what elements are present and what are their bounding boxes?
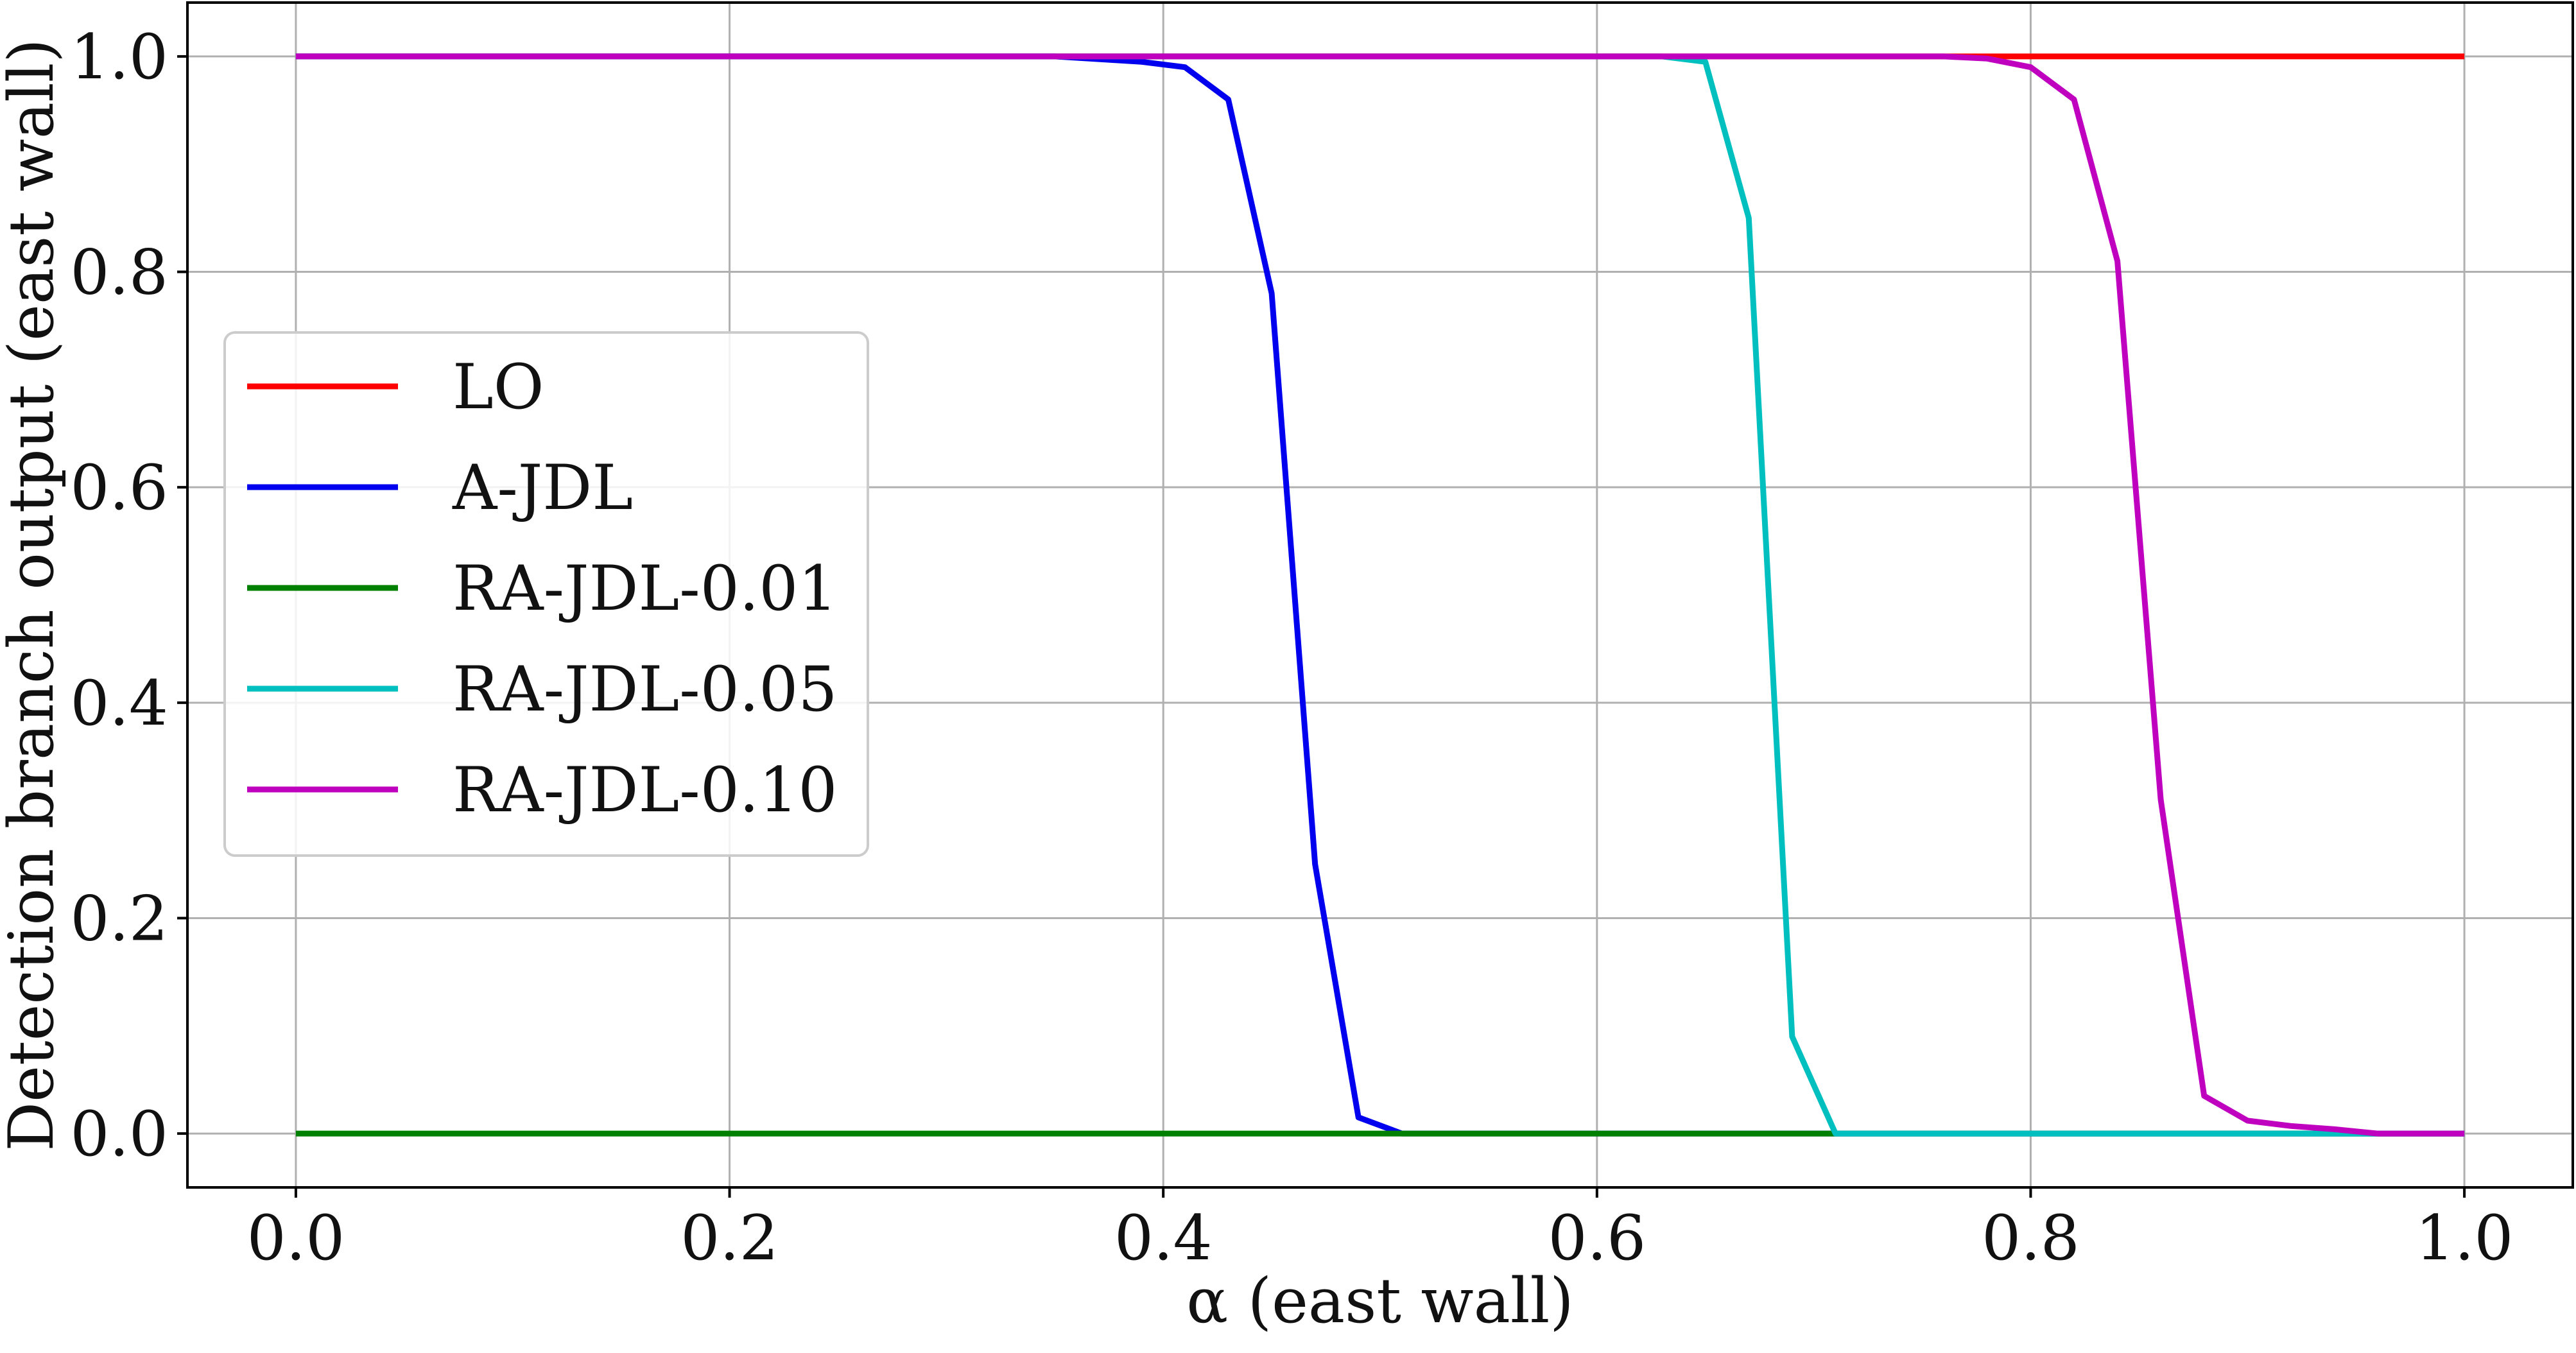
y-tick-label: 1.0 <box>70 21 168 93</box>
legend-label-ra-jdl-0-05: RA-JDL-0.05 <box>453 653 837 725</box>
series-lines <box>295 53 2465 1137</box>
x-tick-label: 0.8 <box>1982 1202 2080 1274</box>
legend-label-ra-jdl-0-10: RA-JDL-0.10 <box>453 754 837 826</box>
x-tick-label: 0.0 <box>247 1202 345 1274</box>
y-tick-label: 0.4 <box>70 668 168 739</box>
y-axis-label: Detection branch output (east wall) <box>0 39 67 1151</box>
legend-label-a-jdl: A-JDL <box>452 452 633 524</box>
series-line-ra-jdl-0-10 <box>295 53 2465 1137</box>
y-tick-label: 0.2 <box>70 883 168 954</box>
x-tick-label: 0.2 <box>680 1202 779 1274</box>
legend-items: LO A-JDL RA-JDL-0.01 RA-JDL-0.05 RA-JDL-0.10 <box>247 351 837 826</box>
legend-box <box>223 331 869 857</box>
axis-ticks: 0.0 0.2 0.4 0.6 0.8 1.0 0.0 0.2 0.4 0.6 0.8 1.0 <box>70 21 2513 1274</box>
y-tick-label: 0.8 <box>70 237 168 309</box>
x-tick-label: 0.4 <box>1114 1202 1213 1274</box>
y-tick-label: 0.6 <box>70 452 168 524</box>
legend-label-ra-jdl-0-01: RA-JDL-0.01 <box>453 553 837 625</box>
legend-label-lo: LO <box>453 351 544 423</box>
x-tick-label: 0.6 <box>1548 1202 1646 1274</box>
x-tick-label: 1.0 <box>2416 1202 2514 1274</box>
legend: LO A-JDL RA-JDL-0.01 RA-JDL-0.05 RA-JDL-0.10 <box>223 331 869 857</box>
y-tick-label: 0.0 <box>70 1098 168 1170</box>
plot-frame <box>186 1 2574 1189</box>
x-axis-label: α (east wall) <box>1186 1265 1573 1337</box>
